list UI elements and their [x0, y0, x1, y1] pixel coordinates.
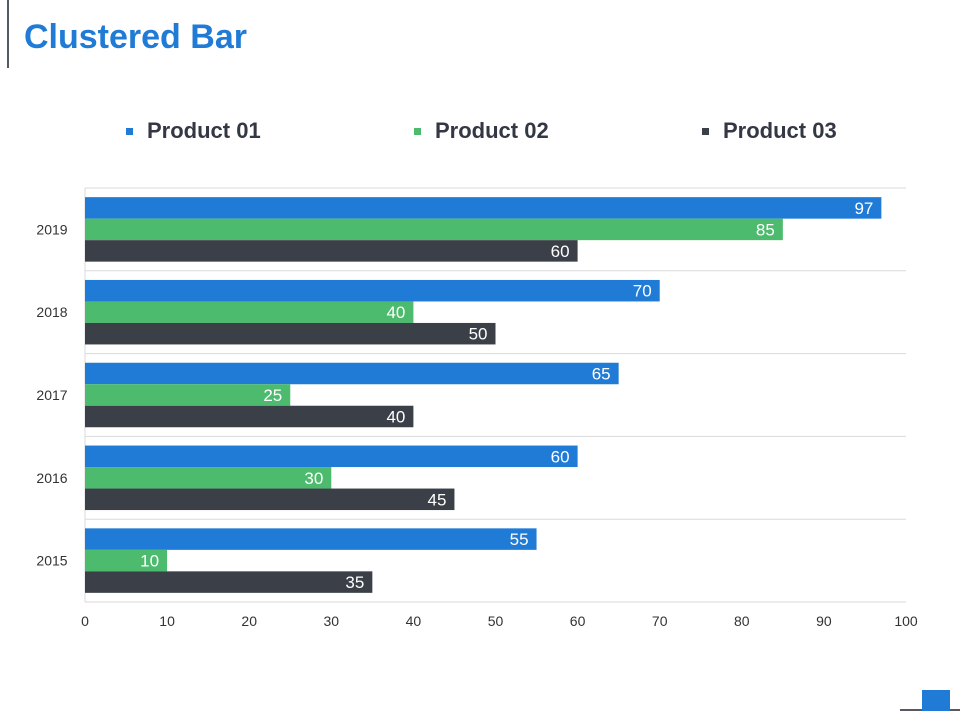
bar-value-label: 40 [386, 303, 405, 322]
bar-value-label: 10 [140, 552, 159, 571]
bar [85, 362, 619, 385]
category-label: 2019 [36, 221, 67, 237]
legend-label-product-03: Product 03 [723, 118, 837, 143]
category-label: 2018 [36, 304, 67, 320]
bar-value-label: 55 [510, 530, 529, 549]
category-label: 2017 [36, 387, 67, 403]
bar [85, 549, 168, 572]
bar-value-label: 97 [854, 199, 873, 218]
bar-value-label: 60 [551, 242, 570, 261]
bar [85, 279, 660, 302]
x-tick-label: 100 [894, 613, 918, 629]
x-tick-label: 0 [81, 613, 89, 629]
bar-value-label: 35 [345, 573, 364, 592]
bar-value-label: 60 [551, 447, 570, 466]
page-title: Clustered Bar [24, 18, 247, 56]
bar [85, 467, 332, 489]
legend-item-product-01: Product 01 [126, 118, 261, 144]
bar [85, 528, 537, 550]
bar-value-label: 45 [428, 490, 447, 509]
x-tick-label: 30 [324, 613, 340, 629]
x-tick-label: 50 [488, 613, 504, 629]
x-tick-label: 40 [406, 613, 422, 629]
bar [85, 405, 414, 428]
bar-value-label: 65 [592, 365, 611, 384]
bar [85, 384, 291, 406]
bar-value-label: 40 [386, 408, 405, 427]
legend-label-product-02: Product 02 [435, 118, 549, 143]
x-tick-label: 80 [734, 613, 750, 629]
bar-value-label: 30 [304, 469, 323, 488]
x-tick-label: 10 [159, 613, 175, 629]
bar [85, 571, 373, 593]
bar-value-label: 85 [756, 220, 775, 239]
legend-item-product-02: Product 02 [414, 118, 549, 144]
bar-value-label: 25 [263, 386, 282, 405]
bar [85, 445, 578, 468]
x-tick-label: 20 [241, 613, 257, 629]
legend-label-product-01: Product 01 [147, 118, 261, 143]
bar [85, 218, 783, 241]
bar [85, 301, 414, 323]
bar [85, 488, 455, 511]
legend-item-product-03: Product 03 [702, 118, 837, 144]
x-tick-label: 90 [816, 613, 832, 629]
x-tick-label: 60 [570, 613, 586, 629]
bar [85, 322, 496, 345]
bar-value-label: 70 [633, 282, 652, 301]
bar [85, 240, 578, 262]
bar-value-label: 50 [469, 325, 488, 344]
footer-accent-box [922, 690, 950, 711]
chart-legend: Product 01 Product 02 Product 03 [0, 118, 960, 152]
title-accent-line [7, 0, 9, 68]
bar [85, 197, 882, 219]
legend-swatch-product-01 [126, 127, 133, 135]
x-tick-label: 70 [652, 613, 668, 629]
legend-swatch-product-03 [702, 127, 709, 135]
legend-swatch-product-02 [414, 127, 421, 135]
category-label: 2015 [36, 553, 67, 569]
category-label: 2016 [36, 470, 67, 486]
